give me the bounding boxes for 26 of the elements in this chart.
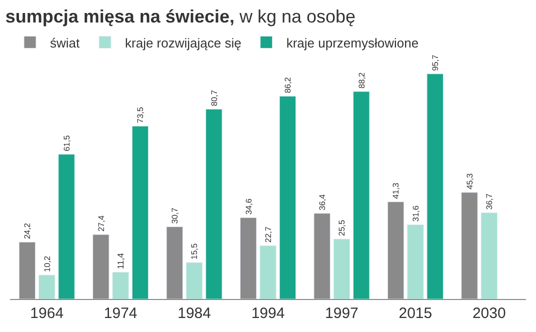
- bar: [206, 108, 222, 299]
- x-tick-label: 2030: [472, 305, 506, 322]
- x-tick-label: 1997: [325, 305, 358, 322]
- x-tick-label: 1964: [30, 305, 64, 322]
- bar: [407, 224, 424, 299]
- x-tick-label: 1994: [251, 305, 285, 322]
- bar: [186, 262, 203, 299]
- x-tick-label: 2015: [398, 305, 432, 322]
- bar: [353, 91, 370, 299]
- chart-subtitle: w kg na osobę: [239, 6, 356, 27]
- bar: [480, 212, 498, 299]
- bar: [279, 96, 296, 299]
- bar: [260, 245, 276, 299]
- bar: [132, 126, 149, 299]
- bar: [38, 274, 56, 299]
- data-label: 11,4: [116, 252, 126, 270]
- legend-label: kraje rozwijające się: [125, 35, 242, 50]
- bar: [58, 154, 75, 299]
- x-tick-label: 1974: [104, 305, 138, 322]
- bar: [333, 238, 350, 299]
- bar: [426, 74, 444, 299]
- legend-label: świat: [50, 35, 80, 50]
- bar: [112, 272, 129, 299]
- chart-title: sumpcja mięsa na świecie,: [5, 6, 234, 27]
- x-tick-label: 1984: [178, 305, 211, 322]
- legend-label: kraje uprzemysłowione: [286, 35, 419, 50]
